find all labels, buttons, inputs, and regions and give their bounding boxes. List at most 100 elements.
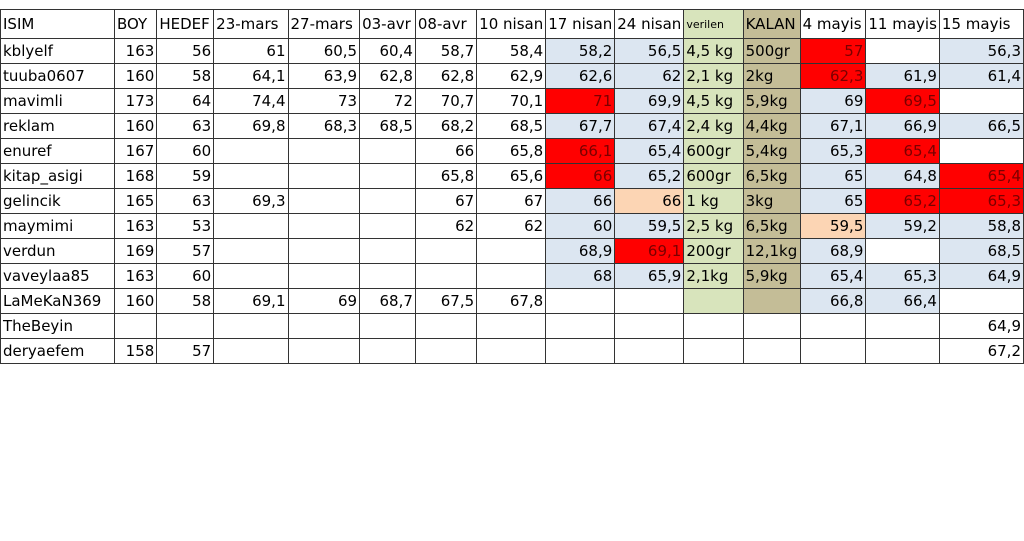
cell: 60,4	[359, 38, 416, 64]
cell	[287, 213, 361, 239]
cell: 66,9	[865, 113, 940, 139]
cell	[287, 238, 361, 264]
cell: 67,8	[476, 288, 547, 314]
cell: kblyelf	[0, 38, 115, 64]
cell: 59	[156, 163, 215, 189]
cell	[414, 238, 478, 264]
cell	[476, 238, 547, 264]
row: kblyelf 163 56 61 60,5 60,4 58,7 58,4 58,2 56,5 4,…	[0, 38, 1024, 64]
cell: 53	[156, 213, 215, 239]
cell: 61	[213, 38, 289, 64]
cell: 6,5kg	[742, 213, 801, 239]
cell	[545, 338, 616, 364]
cell	[359, 313, 416, 339]
cell: 68,5	[938, 238, 1024, 264]
cell: 64,8	[865, 163, 940, 189]
cell: 57	[799, 38, 867, 64]
cell: 600gr	[683, 163, 744, 189]
cell	[742, 338, 801, 364]
cell: 1 kg	[683, 188, 744, 214]
cell: 65,8	[476, 138, 547, 164]
cell	[865, 338, 940, 364]
cell: 15 mayis	[938, 9, 1024, 39]
cell: 68,5	[359, 113, 416, 139]
cell: 66	[545, 163, 616, 189]
cell: 65,2	[614, 163, 685, 189]
cell	[614, 313, 685, 339]
cell: 69	[799, 88, 867, 114]
cell	[359, 238, 416, 264]
cell: 56,5	[614, 38, 685, 64]
cell: 66,4	[865, 288, 940, 314]
cell: 160	[113, 288, 158, 314]
cell: 58	[156, 288, 215, 314]
cell: 03-avr	[359, 9, 416, 39]
cell	[359, 163, 416, 189]
cell: 58,2	[545, 38, 616, 64]
cell: reklam	[0, 113, 115, 139]
cell: 66	[614, 188, 685, 214]
cell: 62,6	[545, 63, 616, 89]
cell: 68	[545, 263, 616, 289]
header-row: ISIM BOY HEDEF 23-mars 27-mars 03-avr 08-avr 10…	[0, 9, 1024, 39]
cell	[213, 338, 289, 364]
cell	[865, 238, 940, 264]
cell: 11 mayis	[865, 9, 940, 39]
cell: 6,5kg	[742, 163, 801, 189]
cell	[113, 313, 158, 339]
cell	[545, 288, 616, 314]
cell: 64,1	[213, 63, 289, 89]
cell: 69,3	[213, 188, 289, 214]
cell: 69,9	[614, 88, 685, 114]
cell: 65,8	[414, 163, 478, 189]
cell: 65,3	[938, 188, 1024, 214]
cell: 57	[156, 238, 215, 264]
cell	[683, 338, 744, 364]
cell: 64,9	[938, 263, 1024, 289]
cell: enuref	[0, 138, 115, 164]
cell: 71	[545, 88, 616, 114]
cell: 2,1 kg	[683, 63, 744, 89]
cell	[213, 138, 289, 164]
cell: 10 nisan	[476, 9, 547, 39]
row: reklam 160 63 69,8 68,3 68,5 68,2 68,5 67,7 67,4 2…	[0, 113, 1024, 139]
cell	[359, 263, 416, 289]
cell: 168	[113, 163, 158, 189]
cell: 2,4 kg	[683, 113, 744, 139]
cell: 59,5	[614, 213, 685, 239]
cell: 66,1	[545, 138, 616, 164]
cell	[359, 213, 416, 239]
cell: 27-mars	[287, 9, 361, 39]
cell: 62,3	[799, 63, 867, 89]
cell: 158	[113, 338, 158, 364]
cell	[545, 313, 616, 339]
spreadsheet-table: ISIM BOY HEDEF 23-mars 27-mars 03-avr 08-avr 10…	[0, 9, 1024, 364]
cell: 73	[287, 88, 361, 114]
cell: 58,4	[476, 38, 547, 64]
cell: 69,5	[865, 88, 940, 114]
cell: 67,1	[799, 113, 867, 139]
cell: 60	[545, 213, 616, 239]
cell: 61,9	[865, 63, 940, 89]
cell: 60,5	[287, 38, 361, 64]
cell: 200gr	[683, 238, 744, 264]
cell: 74,4	[213, 88, 289, 114]
cell: 24 nisan	[614, 9, 685, 39]
cell	[476, 313, 547, 339]
cell: 62,8	[359, 63, 416, 89]
cell: 5,4kg	[742, 138, 801, 164]
cell: 4 mayis	[799, 9, 867, 39]
cell: 163	[113, 213, 158, 239]
cell	[359, 338, 416, 364]
cell: ISIM	[0, 9, 115, 39]
cell: 66	[414, 138, 478, 164]
cell: 62,9	[476, 63, 547, 89]
row: kitap_asigi 168 59 65,8 65,6 66 65,2 600gr 6,5kg…	[0, 163, 1024, 189]
cell: 67,2	[938, 338, 1024, 364]
cell: 66,8	[799, 288, 867, 314]
cell: 65,3	[865, 263, 940, 289]
cell: 65,2	[865, 188, 940, 214]
cell	[156, 313, 215, 339]
cell: HEDEF	[156, 9, 215, 39]
row: TheBeyin 64,9	[0, 313, 1024, 339]
